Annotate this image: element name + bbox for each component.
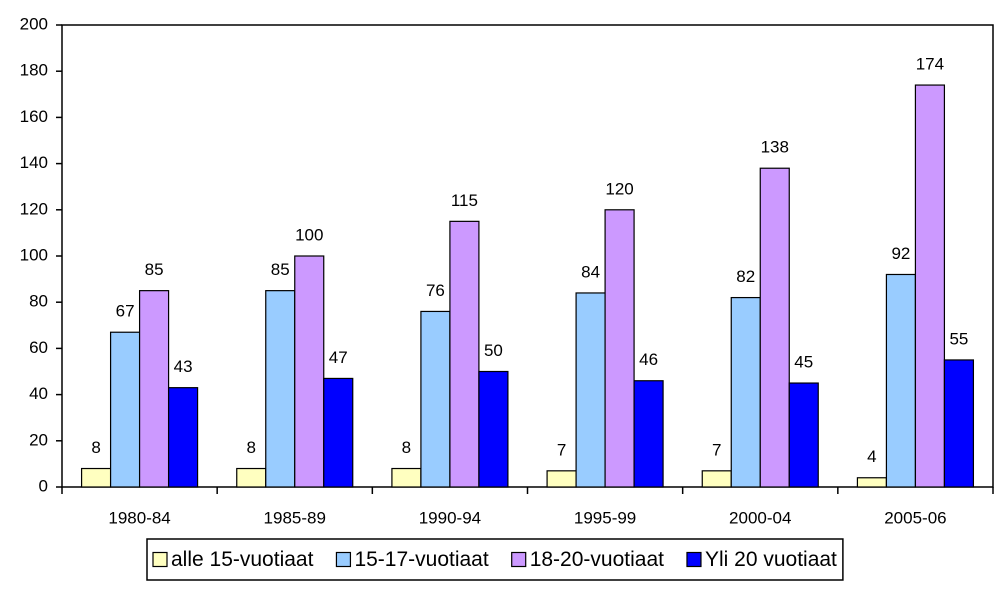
bar xyxy=(449,220,480,488)
legend-swatch xyxy=(511,551,527,568)
data-label: 8 xyxy=(91,438,100,457)
legend-box xyxy=(146,538,844,581)
bar xyxy=(265,290,296,488)
data-label: 45 xyxy=(794,353,813,372)
data-label: 92 xyxy=(891,244,910,263)
bar xyxy=(236,467,267,488)
legend-label: Yli 20 vuotiaat xyxy=(705,548,837,571)
data-label: 174 xyxy=(916,55,944,74)
data-label: 84 xyxy=(581,262,600,281)
bar xyxy=(80,467,112,488)
data-label: 85 xyxy=(145,260,164,279)
y-tick-label: 40 xyxy=(29,384,48,403)
data-label: 8 xyxy=(402,438,411,457)
bar xyxy=(546,470,577,488)
data-label: 76 xyxy=(426,281,445,300)
plot-frame xyxy=(61,24,994,488)
y-tick-label: 80 xyxy=(29,292,48,311)
bar xyxy=(323,377,354,488)
y-tick-label: 120 xyxy=(20,199,48,218)
data-label: 138 xyxy=(761,138,789,157)
legend-swatch xyxy=(686,551,702,568)
x-tick-label: 1990-94 xyxy=(419,508,481,527)
data-label: 82 xyxy=(736,267,755,286)
data-label: 115 xyxy=(451,191,478,210)
data-label: 7 xyxy=(712,440,721,459)
legend-label: alle 15-vuotiaat xyxy=(171,548,314,571)
data-label: 7 xyxy=(557,440,566,459)
data-label: 100 xyxy=(295,225,323,244)
data-label: 4 xyxy=(867,447,876,466)
bar xyxy=(478,370,509,488)
bar xyxy=(138,290,170,488)
y-tick-label: 160 xyxy=(20,107,48,126)
x-tick-label: 1985-89 xyxy=(264,508,326,527)
bar xyxy=(109,331,141,488)
bar xyxy=(167,387,199,488)
bar xyxy=(391,467,422,488)
bar xyxy=(914,84,946,488)
x-tick-label: 1980-84 xyxy=(108,508,170,527)
data-label: 46 xyxy=(639,350,658,369)
data-label: 55 xyxy=(949,329,968,348)
bar xyxy=(885,273,917,488)
data-label: 47 xyxy=(329,348,348,367)
legend-label: 18-20-vuotiaat xyxy=(530,548,664,571)
y-tick-label: 140 xyxy=(20,153,48,172)
bar xyxy=(294,255,325,488)
bar xyxy=(856,477,888,488)
y-tick-label: 60 xyxy=(29,338,48,357)
data-label: 43 xyxy=(174,357,193,376)
bar xyxy=(575,292,606,488)
x-tick-label: 2005-06 xyxy=(884,508,946,527)
bar xyxy=(701,470,732,488)
data-label: 8 xyxy=(247,438,256,457)
y-tick-label: 20 xyxy=(29,430,48,449)
bar xyxy=(730,296,761,488)
bar xyxy=(759,167,790,488)
bar xyxy=(633,380,664,488)
data-label: 50 xyxy=(484,341,503,360)
legend-swatch xyxy=(335,551,352,568)
bar xyxy=(788,382,819,488)
y-tick-label: 0 xyxy=(39,476,48,495)
y-tick-label: 100 xyxy=(20,245,48,264)
bar xyxy=(943,359,975,488)
y-tick-label: 200 xyxy=(20,14,48,33)
x-tick-label: 2000-04 xyxy=(729,508,791,527)
bar xyxy=(420,310,451,488)
bar xyxy=(604,209,635,488)
x-tick-label: 1995-99 xyxy=(574,508,636,527)
legend-swatch xyxy=(152,551,168,568)
data-label: 85 xyxy=(271,260,290,279)
data-label: 67 xyxy=(116,302,135,321)
legend-label: 15-17-vuotiaat xyxy=(354,548,488,571)
data-label: 120 xyxy=(605,179,633,198)
y-tick-label: 180 xyxy=(20,61,48,80)
